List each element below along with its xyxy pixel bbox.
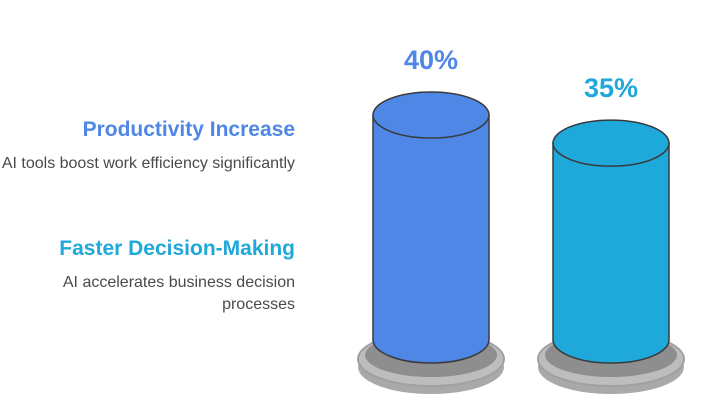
legend-item-decision-making: Faster Decision-Making AI accelerates bu… bbox=[0, 236, 295, 316]
bar-1-top bbox=[552, 119, 670, 167]
legend-title-productivity: Productivity Increase bbox=[82, 118, 295, 141]
legend-title-decision-making: Faster Decision-Making bbox=[59, 237, 295, 260]
bar-1-body bbox=[552, 142, 670, 364]
bar-0-value-label: 40% bbox=[404, 45, 458, 75]
bar-0-body bbox=[372, 114, 490, 364]
legend-description-productivity: AI tools boost work efficiency significa… bbox=[1, 155, 295, 172]
legend-item-productivity: Productivity Increase AI tools boost wor… bbox=[0, 117, 295, 175]
legend-description-decision-making: AI accelerates business decision process… bbox=[62, 274, 295, 313]
bar-1-value-label: 35% bbox=[584, 73, 638, 103]
bar-0-top bbox=[372, 91, 490, 139]
